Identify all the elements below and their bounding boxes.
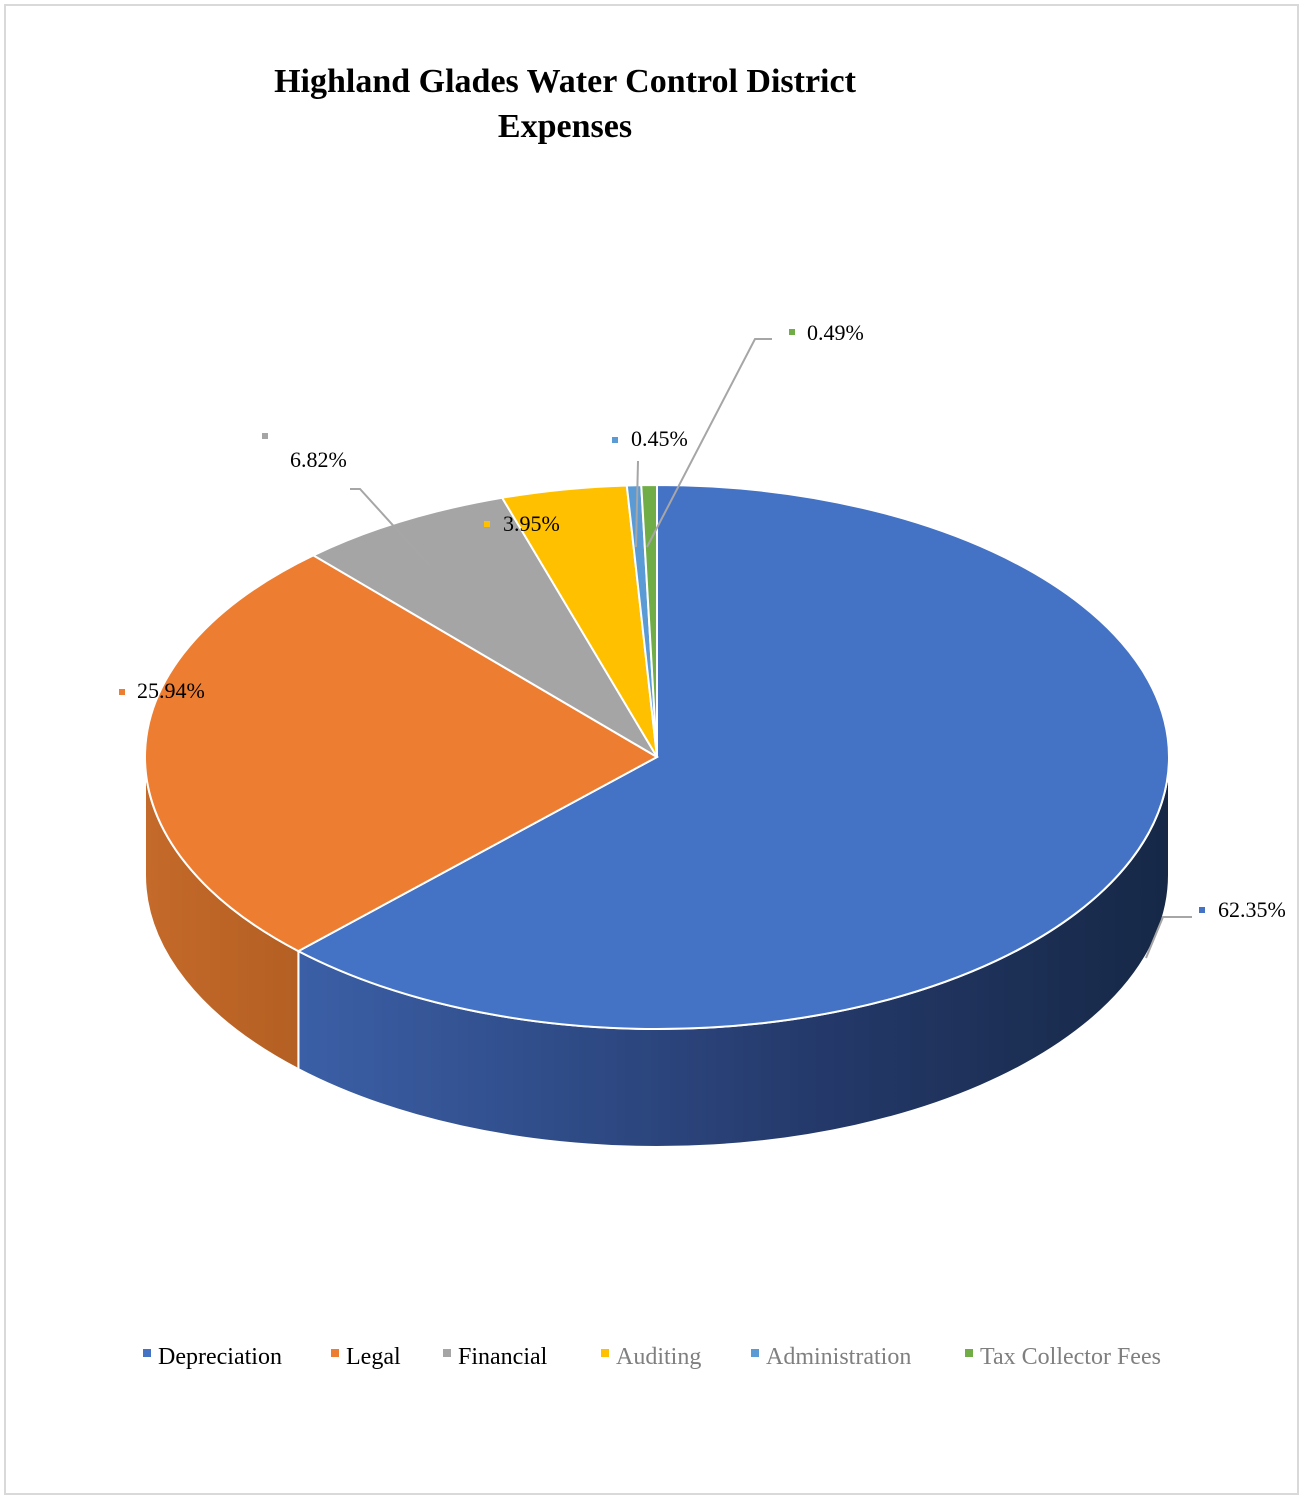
legend-item-auditing[interactable]: Auditing [601, 1344, 701, 1370]
label-marker-financial [262, 433, 268, 439]
legend-label: Depreciation [158, 1344, 282, 1370]
pie-layer [144, 483, 1170, 1148]
label-marker-administration [612, 437, 618, 443]
data-label-depreciation: 62.35% [1218, 897, 1286, 922]
pie-slice-legal[interactable] [144, 554, 660, 953]
label-marker-legal [119, 689, 125, 695]
pie-slice-financial[interactable] [311, 496, 658, 758]
data-label-auditing: 3.95% [503, 511, 560, 536]
legend-item-financial[interactable]: Financial [443, 1344, 548, 1370]
legend-label: Administration [766, 1344, 911, 1370]
leader-line-administration [635, 460, 639, 548]
legend-swatch [965, 1349, 973, 1357]
pie-slice-depreciation[interactable] [296, 483, 1170, 1030]
data-label-legal: 25.94% [137, 678, 205, 703]
data-labels: 62.35% 25.94% 6.82% 3.95% 0.45% 0.49% [119, 320, 1286, 959]
chart-title-line-2: Expenses [498, 108, 632, 145]
legend-item-tax-collector-fees[interactable]: Tax Collector Fees [965, 1344, 1161, 1370]
data-label-administration: 0.45% [631, 426, 688, 451]
leader-line-tax-collector-fees [646, 338, 772, 548]
legend-swatch [601, 1349, 609, 1357]
legend-swatch [331, 1349, 339, 1357]
legend-label: Tax Collector Fees [980, 1344, 1161, 1370]
legend-item-depreciation[interactable]: Depreciation [143, 1344, 282, 1370]
legend-label: Legal [346, 1344, 401, 1370]
legend-label: Financial [458, 1344, 548, 1370]
data-label-financial: 6.82% [290, 447, 347, 472]
legend-swatch [443, 1349, 451, 1357]
chart-frame [4, 4, 1299, 1495]
legend-swatch [751, 1349, 759, 1357]
legend-label: Auditing [616, 1344, 701, 1370]
legend-swatch [143, 1349, 151, 1357]
legend: Depreciation Legal Financial Auditing Admini… [143, 1344, 1161, 1370]
pie-slice-tax-collector-fees[interactable] [640, 483, 658, 758]
chart-title-line-1: Highland Glades Water Control District [274, 63, 856, 100]
leader-line-depreciation [1145, 916, 1192, 959]
label-marker-auditing [484, 521, 490, 527]
label-marker-depreciation [1199, 907, 1205, 913]
legend-item-legal[interactable]: Legal [331, 1344, 401, 1370]
data-label-tax-collector-fees: 0.49% [807, 320, 864, 345]
leader-line-financial [350, 488, 431, 567]
label-marker-tax-collector-fees [789, 329, 795, 335]
legend-item-administration[interactable]: Administration [751, 1344, 911, 1370]
